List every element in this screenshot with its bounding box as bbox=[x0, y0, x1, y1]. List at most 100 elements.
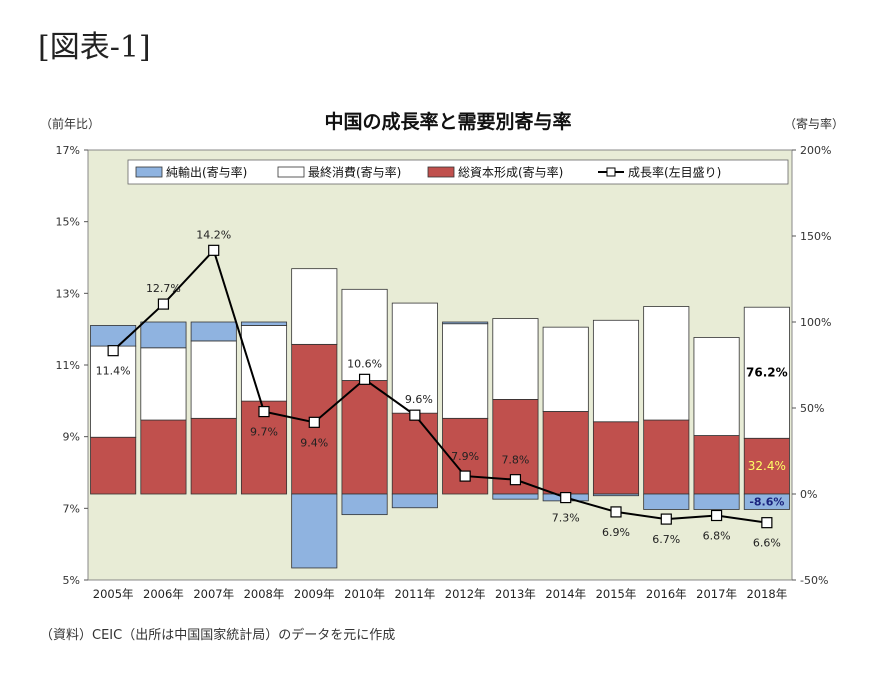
bar-capital-formation bbox=[391, 412, 438, 495]
legend-swatch bbox=[427, 166, 455, 178]
bar-net-exports bbox=[391, 493, 438, 509]
bar-final-consumption bbox=[592, 319, 640, 423]
growth-rate-marker bbox=[710, 509, 723, 522]
bar-capital-formation bbox=[643, 419, 690, 495]
bar-final-consumption bbox=[693, 337, 740, 436]
growth-rate-label: 7.9% bbox=[451, 450, 479, 463]
growth-rate-label: 9.4% bbox=[300, 436, 328, 449]
growth-rate-label: 9.6% bbox=[405, 393, 433, 406]
x-tick-label: 2006年 bbox=[143, 587, 184, 601]
bar-net-exports bbox=[140, 321, 187, 349]
growth-rate-marker bbox=[358, 373, 371, 385]
bar-capital-formation bbox=[542, 411, 589, 495]
growth-rate-marker bbox=[258, 405, 270, 418]
legend-marker bbox=[606, 167, 616, 177]
bar-net-exports bbox=[341, 493, 388, 516]
growth-rate-marker bbox=[107, 345, 119, 357]
bar-final-consumption bbox=[442, 323, 489, 419]
growth-rate-label: 6.7% bbox=[652, 533, 680, 546]
legend-box bbox=[127, 159, 789, 185]
growth-rate-label: 11.4% bbox=[96, 365, 131, 378]
bar-final-consumption bbox=[743, 306, 790, 439]
left-axis-tick-label: 7% bbox=[63, 502, 80, 515]
bar-capital-formation bbox=[592, 421, 640, 495]
bar-final-consumption bbox=[140, 347, 187, 421]
left-axis-tick-label: 11% bbox=[56, 359, 80, 372]
bar-final-consumption bbox=[90, 345, 137, 438]
chart-figure: 中国の成長率と需要別寄与率 （前年比） （寄与率） 5% 7% 9% 11% 13% 15… bbox=[36, 88, 850, 616]
bar-final-consumption bbox=[391, 302, 438, 414]
bar-capital-formation bbox=[90, 436, 137, 495]
x-tick-label: 2018年 bbox=[746, 587, 787, 601]
bar-final-consumption bbox=[341, 288, 388, 381]
growth-rate-marker bbox=[660, 513, 672, 525]
growth-rate-marker bbox=[761, 517, 773, 529]
growth-rate-label: 6.9% bbox=[602, 526, 630, 539]
right-axis-tick-label: 100% bbox=[800, 316, 831, 329]
bar-capital-formation bbox=[693, 435, 740, 495]
growth-rate-label: 7.3% bbox=[552, 512, 580, 525]
x-tick-label: 2008年 bbox=[244, 587, 285, 601]
bar-final-consumption bbox=[291, 268, 338, 345]
left-axis-label: （前年比） bbox=[40, 116, 100, 131]
plot-area: 5% 7% 9% 11% 13% 15% 17% -50% 0% 50% 100% 150% 200% 2… bbox=[56, 144, 832, 601]
left-axis-tick-label: 9% bbox=[63, 431, 80, 444]
x-tick-label: 2011年 bbox=[394, 587, 435, 601]
left-axis-tick-label: 17% bbox=[56, 144, 80, 157]
bar-capital-formation bbox=[190, 417, 237, 495]
bar-capital-formation bbox=[341, 380, 388, 495]
legend-swatch bbox=[277, 166, 305, 178]
growth-rate-label: 12.7% bbox=[146, 282, 181, 295]
growth-rate-marker bbox=[459, 470, 471, 482]
right-axis-label: （寄与率） bbox=[784, 116, 844, 131]
growth-rate-label: 6.8% bbox=[703, 530, 731, 543]
bar-net-exports bbox=[442, 321, 489, 325]
label-2018-net-exports: -8.6% bbox=[749, 496, 784, 509]
bar-final-consumption bbox=[492, 318, 539, 400]
growth-rate-marker bbox=[409, 409, 421, 421]
bar-net-exports bbox=[693, 493, 740, 510]
bar-net-exports bbox=[492, 493, 539, 500]
x-tick-label: 2012年 bbox=[445, 587, 486, 601]
growth-rate-label: 9.7% bbox=[250, 426, 278, 439]
x-tick-label: 2013年 bbox=[495, 587, 536, 601]
right-axis-tick-label: 0% bbox=[800, 488, 817, 501]
right-axis-tick-label: 200% bbox=[800, 144, 831, 157]
left-axis-tick-label: 5% bbox=[63, 574, 80, 587]
legend-label: 純輸出(寄与率) bbox=[166, 165, 247, 180]
x-tick-label: 2010年 bbox=[344, 587, 385, 601]
growth-rate-marker bbox=[308, 416, 320, 428]
bar-capital-formation bbox=[140, 419, 187, 495]
growth-rate-marker bbox=[560, 491, 572, 504]
legend-label: 最終消費(寄与率) bbox=[308, 165, 401, 180]
growth-rate-line bbox=[112, 248, 767, 524]
right-axis-tick-label: -50% bbox=[800, 574, 828, 587]
left-axis-tick-label: 13% bbox=[56, 287, 80, 300]
figure-caption: [図表-1] bbox=[38, 30, 151, 65]
bar-net-exports bbox=[240, 321, 288, 326]
bar-net-exports bbox=[592, 493, 640, 497]
legend-swatch bbox=[135, 166, 163, 178]
growth-rate-marker bbox=[509, 474, 522, 486]
x-tick-label: 2016年 bbox=[646, 587, 687, 601]
legend-label: 成長率(左目盛り) bbox=[628, 165, 721, 180]
x-tick-label: 2009年 bbox=[294, 587, 335, 601]
right-axis-tick-label: 50% bbox=[800, 402, 824, 415]
bar-net-exports bbox=[291, 493, 338, 569]
bar-final-consumption bbox=[190, 340, 237, 419]
growth-rate-label: 7.8% bbox=[501, 454, 529, 467]
source-note: （資料）CEIC（出所は中国国家統計局）のデータを元に作成 bbox=[40, 628, 396, 643]
label-2018-consumption: 76.2% bbox=[746, 366, 788, 380]
left-axis-tick-label: 15% bbox=[56, 216, 80, 229]
bar-final-consumption bbox=[643, 306, 690, 421]
x-tick-label: 2014年 bbox=[545, 587, 586, 601]
x-tick-label: 2015年 bbox=[596, 587, 637, 601]
x-tick-label: 2005年 bbox=[93, 587, 134, 601]
x-tick-label: 2017年 bbox=[696, 587, 737, 601]
bar-final-consumption bbox=[542, 326, 589, 412]
label-2018-capital: 32.4% bbox=[748, 459, 786, 473]
bar-net-exports bbox=[190, 321, 237, 342]
growth-rate-marker bbox=[157, 298, 170, 310]
x-tick-label: 2007年 bbox=[193, 587, 234, 601]
growth-rate-marker bbox=[208, 244, 220, 256]
